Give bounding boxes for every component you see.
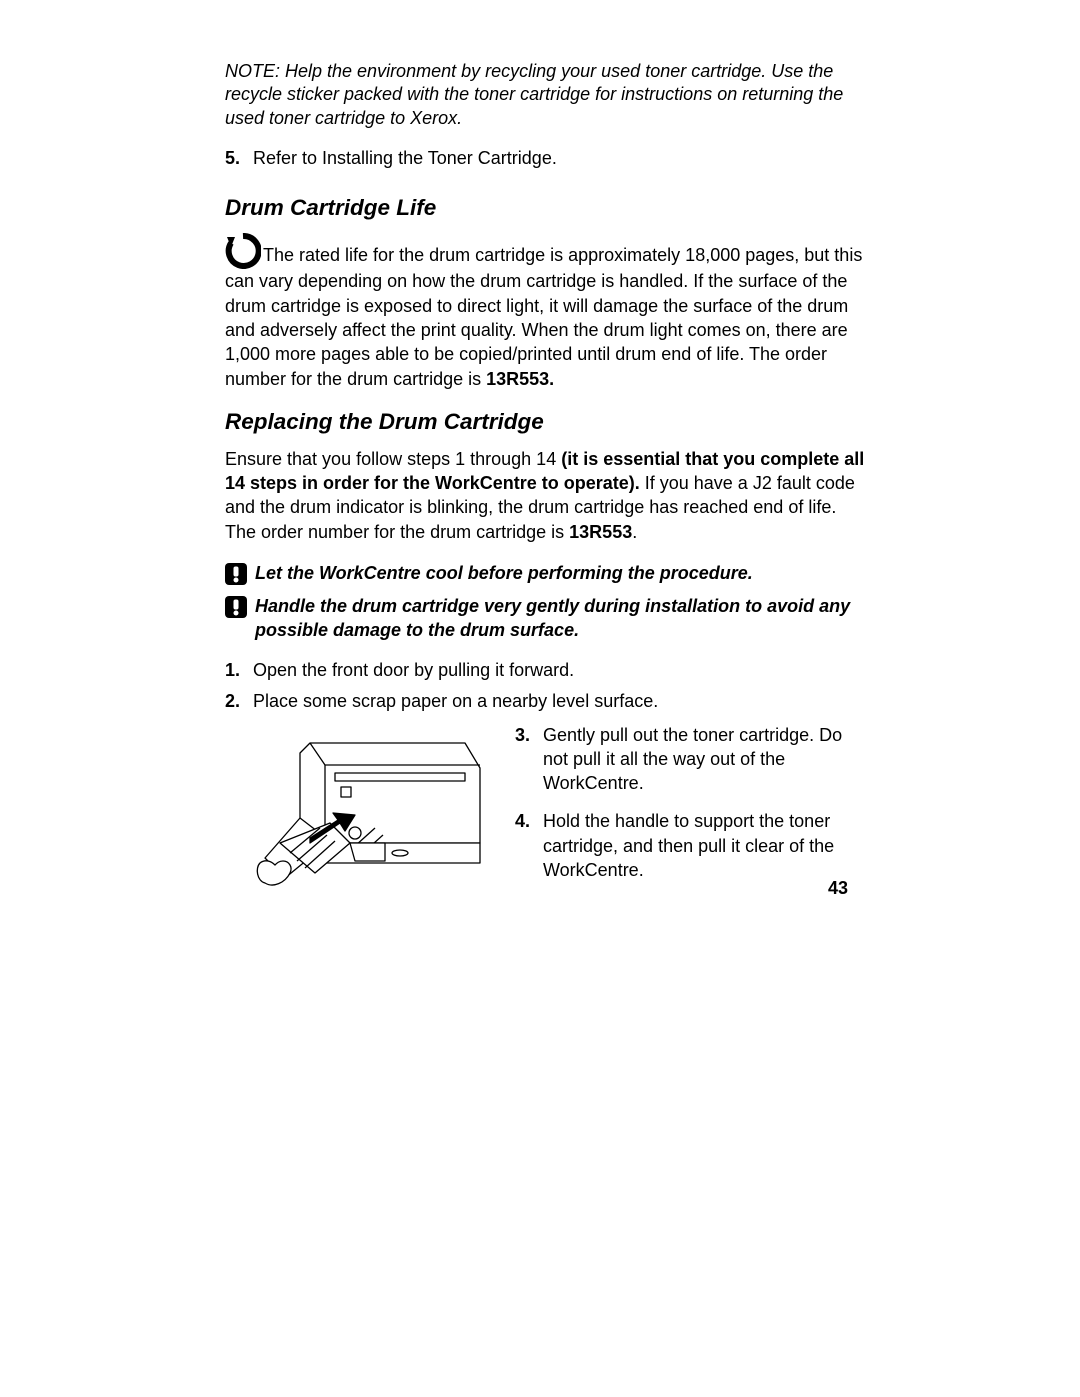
step-4-text: Hold the handle to support the toner car… [543, 809, 870, 882]
caution-handle: Handle the drum cartridge very gently du… [225, 595, 870, 642]
replace-intro-paragraph: Ensure that you follow steps 1 through 1… [225, 447, 870, 544]
step-1-number: 1. [225, 658, 253, 683]
step-5-number: 5. [225, 146, 253, 171]
step-2-number: 2. [225, 689, 253, 714]
step-1: 1. Open the front door by pulling it for… [225, 658, 870, 683]
replace-intro-order-number: 13R553 [569, 522, 632, 542]
step-4-number: 4. [515, 809, 543, 882]
right-column-steps: 3. Gently pull out the toner cartridge. … [515, 723, 870, 903]
heading-replacing-drum: Replacing the Drum Cartridge [225, 409, 870, 435]
step-2-text: Place some scrap paper on a nearby level… [253, 689, 870, 714]
caution-icon [225, 563, 247, 585]
printer-illustration [255, 723, 497, 903]
recycle-icon [225, 233, 261, 269]
step-3: 3. Gently pull out the toner cartridge. … [515, 723, 870, 796]
replace-intro-end: . [632, 522, 637, 542]
caution-icon [225, 596, 247, 618]
step-5: 5. Refer to Installing the Toner Cartrid… [225, 146, 870, 171]
step-2: 2. Place some scrap paper on a nearby le… [225, 689, 870, 714]
drum-life-paragraph: The rated life for the drum cartridge is… [225, 233, 870, 390]
drum-life-text-pre: The rated life for the drum cartridge is… [225, 245, 862, 388]
caution-cool: Let the WorkCentre cool before performin… [225, 562, 870, 585]
step-5-text: Refer to Installing the Toner Cartridge. [253, 146, 870, 171]
heading-drum-life: Drum Cartridge Life [225, 195, 870, 221]
note-recycle: NOTE: Help the environment by recycling … [225, 60, 870, 130]
replace-intro-pre: Ensure that you follow steps 1 through 1… [225, 449, 561, 469]
caution-cool-text: Let the WorkCentre cool before performin… [255, 562, 870, 585]
caution-handle-text: Handle the drum cartridge very gently du… [255, 595, 870, 642]
step-4: 4. Hold the handle to support the toner … [515, 809, 870, 882]
page-number: 43 [828, 878, 848, 899]
document-page: NOTE: Help the environment by recycling … [0, 0, 1080, 1397]
step-1-text: Open the front door by pulling it forwar… [253, 658, 870, 683]
step-3-number: 3. [515, 723, 543, 796]
drum-life-order-number: 13R553. [486, 369, 554, 389]
illustration-row: 3. Gently pull out the toner cartridge. … [225, 723, 870, 903]
step-3-text: Gently pull out the toner cartridge. Do … [543, 723, 870, 796]
